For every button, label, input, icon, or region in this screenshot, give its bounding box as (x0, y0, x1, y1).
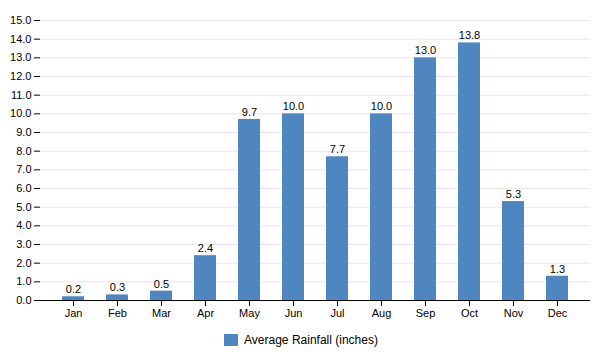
svg-text:2.0: 2.0 (16, 257, 31, 269)
svg-text:1.0: 1.0 (16, 275, 31, 287)
svg-text:Jun: Jun (285, 307, 303, 319)
svg-text:Sep: Sep (416, 307, 436, 319)
svg-text:15.0: 15.0 (10, 14, 31, 26)
svg-text:0.2: 0.2 (66, 283, 81, 295)
svg-text:Mar: Mar (152, 307, 171, 319)
svg-text:14.0: 14.0 (10, 33, 31, 45)
svg-text:9.7: 9.7 (242, 106, 257, 118)
svg-text:5.3: 5.3 (506, 188, 521, 200)
svg-text:Apr: Apr (197, 307, 214, 319)
svg-text:10.0: 10.0 (10, 107, 31, 119)
svg-text:3.0: 3.0 (16, 238, 31, 250)
svg-text:Aug: Aug (372, 307, 392, 319)
svg-text:Feb: Feb (108, 307, 127, 319)
svg-text:2.4: 2.4 (198, 242, 213, 254)
svg-text:Jan: Jan (65, 307, 83, 319)
svg-text:12.0: 12.0 (10, 70, 31, 82)
svg-text:Nov: Nov (504, 307, 524, 319)
svg-text:10.0: 10.0 (371, 100, 392, 112)
svg-text:Oct: Oct (461, 307, 478, 319)
svg-text:Dec: Dec (548, 307, 568, 319)
svg-text:6.0: 6.0 (16, 182, 31, 194)
svg-text:13.0: 13.0 (10, 51, 31, 63)
html-text:Average Rainfall (inches): Average Rainfall (inches) (244, 333, 378, 347)
svg-text:13.0: 13.0 (415, 44, 436, 56)
svg-text:0.3: 0.3 (110, 281, 125, 293)
svg-text:4.0: 4.0 (16, 219, 31, 231)
svg-text:10.0: 10.0 (283, 100, 304, 112)
svg-text:May: May (239, 307, 260, 319)
svg-text:13.8: 13.8 (459, 29, 480, 41)
svg-text:1.3: 1.3 (550, 263, 565, 275)
svg-text:5.0: 5.0 (16, 201, 31, 213)
svg-text:7.0: 7.0 (16, 163, 31, 175)
svg-text:Jul: Jul (330, 307, 344, 319)
svg-text:7.7: 7.7 (330, 143, 345, 155)
svg-text:11.0: 11.0 (11, 89, 32, 101)
svg-text:9.0: 9.0 (16, 126, 31, 138)
svg-text:0.5: 0.5 (154, 278, 169, 290)
svg-text:8.0: 8.0 (16, 145, 31, 157)
svg-text:0.0: 0.0 (16, 294, 31, 306)
